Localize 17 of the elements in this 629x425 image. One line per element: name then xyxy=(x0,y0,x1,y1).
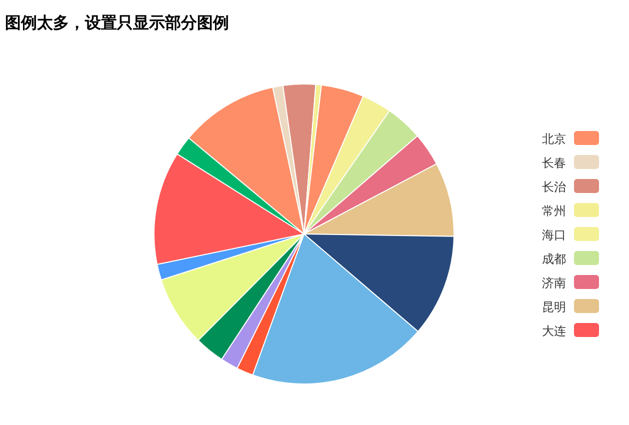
legend-label: 北京 xyxy=(542,132,566,146)
pie-slice xyxy=(304,163,454,237)
pie-slice xyxy=(252,234,419,384)
legend-label: 济南 xyxy=(542,276,566,290)
chart-title: 图例太多，设置只显示部分图例 xyxy=(5,13,229,32)
legend-label: 昆明 xyxy=(542,300,566,314)
pie-slice xyxy=(176,137,304,234)
legend-label: 大连 xyxy=(542,324,566,338)
pie-slice xyxy=(188,86,304,234)
legend-label: 海口 xyxy=(542,228,566,242)
legend-label: 长春 xyxy=(542,156,566,170)
pie-slice xyxy=(304,234,454,332)
legend-label: 长治 xyxy=(542,180,566,194)
legend-label: 常州 xyxy=(542,204,566,218)
pie-slice xyxy=(154,153,304,265)
pie-slice xyxy=(160,234,304,341)
legend-label: 成都 xyxy=(542,252,566,266)
